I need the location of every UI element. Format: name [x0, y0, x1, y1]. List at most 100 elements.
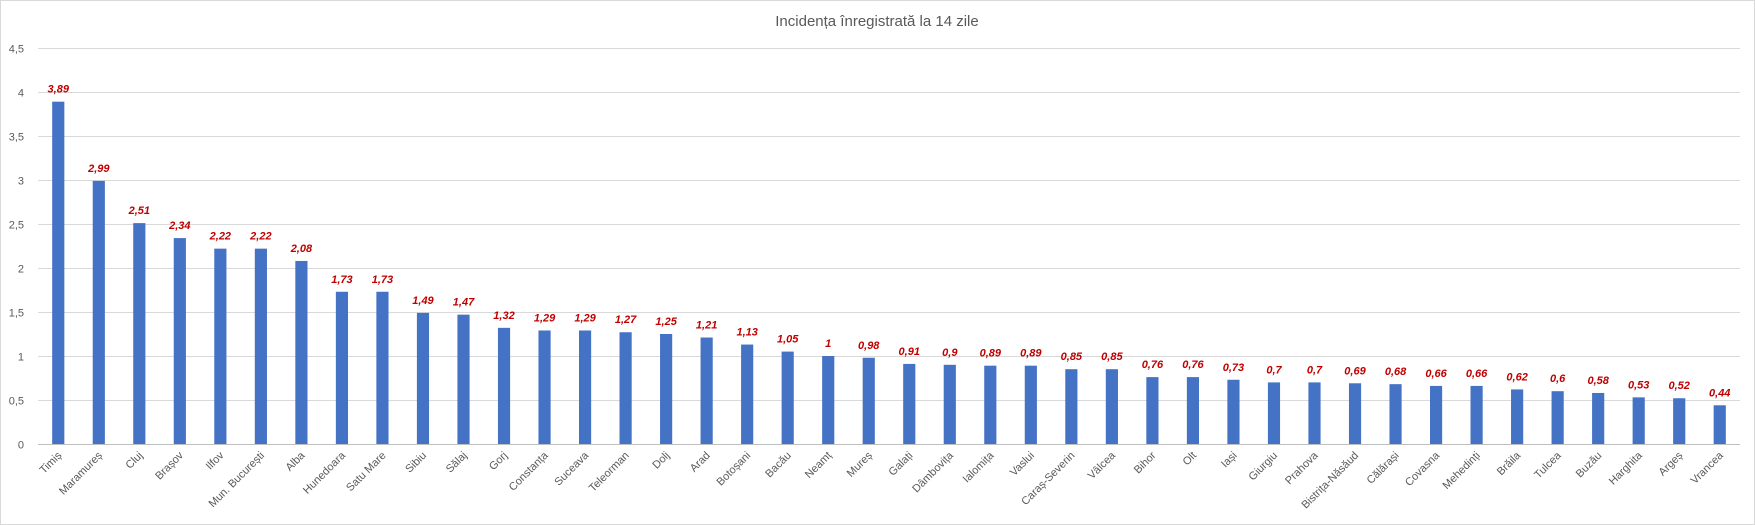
data-label: 0,89: [980, 348, 1002, 360]
y-tick-label: 1,5: [9, 308, 24, 320]
bar: [1673, 398, 1686, 444]
y-tick-label: 3,5: [9, 132, 24, 144]
bar: [984, 365, 997, 444]
data-label: 1,73: [331, 274, 352, 286]
bar: [1632, 397, 1645, 444]
bar: [376, 291, 389, 444]
bar: [538, 330, 551, 444]
bar: [1227, 379, 1240, 444]
y-tick-label: 3: [18, 176, 24, 188]
bar: [1511, 389, 1524, 444]
data-label: 3,89: [48, 84, 70, 96]
bar: [1105, 369, 1118, 444]
bar: [416, 312, 430, 444]
bar: [1308, 382, 1321, 444]
bar: [254, 248, 267, 444]
data-label: 0,66: [1425, 368, 1447, 380]
data-label: 0,52: [1668, 380, 1689, 392]
y-tick-label: 0: [18, 440, 24, 452]
bar: [1592, 392, 1605, 444]
data-label: 0,7: [1307, 364, 1323, 376]
y-tick-label: 4: [18, 88, 24, 100]
data-label: 0,68: [1385, 366, 1407, 378]
data-label: 0,76: [1142, 359, 1164, 371]
data-label: 0,73: [1223, 362, 1244, 374]
data-label: 1,27: [615, 314, 637, 326]
bar: [1267, 382, 1281, 444]
data-label: 0,69: [1344, 365, 1366, 377]
data-label: 1,05: [777, 334, 799, 346]
data-label: 0,58: [1587, 375, 1609, 387]
bar: [1065, 369, 1078, 444]
bar: [214, 248, 227, 444]
data-labels: 3,89 2,99 2,51 2,34 2,22 2,22 2,08 1,73 1,73 1,49…: [48, 84, 1731, 400]
data-label: 0,98: [858, 340, 880, 352]
y-tick-label: 4,5: [9, 44, 24, 56]
bar: [1429, 385, 1443, 444]
data-label: 0,6: [1550, 373, 1566, 385]
chart-title: Incidența înregistrată la 14 zile: [775, 13, 978, 30]
data-label: 0,9: [942, 347, 958, 359]
bar: [173, 238, 186, 444]
bar: [619, 332, 632, 444]
data-label: 0,89: [1020, 348, 1042, 360]
bar: [578, 330, 592, 444]
data-label: 1,29: [534, 312, 556, 324]
data-label: 2,34: [168, 220, 190, 232]
data-label: 1,47: [453, 297, 475, 309]
data-label: 1,21: [696, 320, 717, 332]
y-tick-label: 1: [18, 352, 24, 364]
data-label: 0,62: [1506, 371, 1527, 383]
bar: [133, 223, 146, 444]
bar: [903, 363, 916, 444]
data-label: 2,51: [128, 205, 150, 217]
bar: [1348, 383, 1362, 444]
bar: [1186, 377, 1200, 444]
bar: [822, 356, 835, 444]
data-label: 0,7: [1266, 364, 1282, 376]
bar: [457, 314, 470, 444]
bar: [335, 291, 349, 444]
bar: [497, 327, 511, 444]
bar: [660, 334, 673, 444]
bar: [1470, 385, 1483, 444]
data-label: 2,22: [249, 231, 271, 243]
data-label: 1,32: [493, 310, 514, 322]
data-label: 0,44: [1709, 387, 1730, 399]
data-label: 1,29: [574, 312, 596, 324]
bar: [1024, 365, 1037, 444]
bar: [1146, 377, 1159, 444]
data-label: 2,08: [290, 243, 313, 255]
bar: [92, 180, 105, 444]
y-tick-label: 2,5: [9, 220, 24, 232]
bar: [52, 101, 65, 445]
y-axis-ticks: 0 0,5 1 1,5 2 2,5 3 3,5 4 4,5: [9, 44, 24, 452]
bar: [1389, 384, 1402, 444]
data-label: 0,66: [1466, 368, 1488, 380]
data-label: 0,91: [899, 346, 920, 358]
bar: [943, 364, 956, 444]
data-label: 0,76: [1182, 359, 1204, 371]
data-label: 0,85: [1061, 351, 1083, 363]
data-label: 1,49: [412, 295, 434, 307]
bar: [862, 357, 875, 444]
data-label: 2,22: [209, 231, 231, 243]
bar: [295, 260, 308, 444]
data-label: 1: [825, 338, 831, 350]
data-label: 1,73: [372, 274, 393, 286]
bars: [52, 101, 1726, 445]
data-label: 0,53: [1628, 379, 1649, 391]
bar: [741, 344, 754, 444]
bar: [700, 337, 713, 444]
data-label: 2,99: [87, 163, 110, 175]
data-label: 1,13: [736, 327, 757, 339]
bar: [1551, 391, 1564, 444]
bar: [781, 351, 794, 444]
data-label: 1,25: [655, 316, 677, 328]
y-tick-label: 2: [18, 264, 24, 276]
gridlines: [38, 48, 1740, 401]
bar: [1713, 405, 1726, 444]
